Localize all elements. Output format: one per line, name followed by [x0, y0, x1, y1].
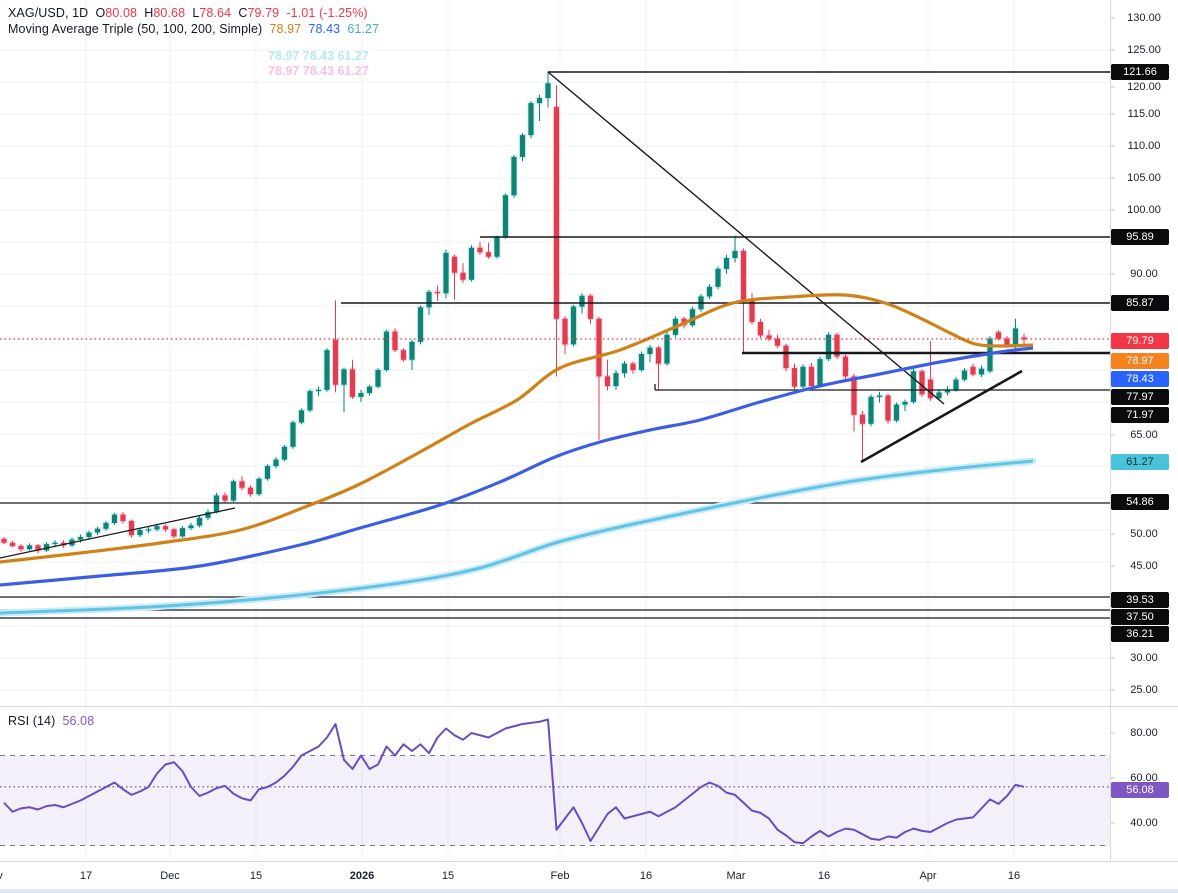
price-axis-label: 30.00: [1130, 652, 1158, 664]
price-axis-border: [1110, 0, 1111, 861]
pane-separator[interactable]: [0, 706, 1178, 707]
ma100-line[interactable]: [0, 346, 1034, 587]
price-axis-label: 130.00: [1127, 12, 1161, 24]
price-badge: 77.97: [1111, 389, 1169, 405]
time-axis-label: 16: [817, 870, 831, 882]
ma-indicator-legend[interactable]: Moving Average Triple (50, 100, 200, Sim…: [8, 22, 379, 36]
ghost-ma-values-artifact2: 78.97 78.43 61.27: [268, 64, 369, 78]
candlestick-series[interactable]: [0, 71, 1028, 554]
price-axis-label: 105.00: [1127, 172, 1161, 184]
ma200-glow: [0, 457, 1037, 617]
open-value: 80.08: [105, 6, 138, 20]
price-axis-label: 40.00: [1130, 817, 1158, 829]
time-axis-label: 2026: [349, 870, 375, 882]
bottom-frame-strip: [0, 889, 1178, 893]
time-axis-label: 17: [79, 870, 93, 882]
symbol-name[interactable]: XAG/USD: [8, 6, 65, 20]
trendline-ascending-right[interactable]: [860, 369, 1023, 464]
price-badge: 54.86: [1111, 494, 1169, 510]
ma50-line[interactable]: [0, 293, 1034, 564]
time-axis-label: 15: [441, 870, 455, 882]
time-axis-border: [0, 861, 1178, 862]
price-axis-label: 45.00: [1130, 560, 1158, 572]
price-badge: 37.50: [1111, 609, 1169, 625]
high-label: H: [144, 6, 154, 20]
time-axis-label: Apr: [919, 870, 937, 882]
ma100-value: 78.43: [308, 22, 341, 36]
price-axis-label: 25.00: [1130, 684, 1158, 696]
price-axis-label: 80.00: [1130, 727, 1158, 739]
price-axis-label: 125.00: [1127, 44, 1161, 56]
close-value: 79.79: [247, 6, 280, 20]
open-label: O: [95, 6, 106, 20]
time-axis-label: 15: [249, 870, 263, 882]
trendline-ascending-left[interactable]: [0, 507, 236, 559]
time-axis-label: 16: [1007, 870, 1021, 882]
price-axis-label: 90.00: [1130, 268, 1158, 280]
ma200-value: 61.27: [347, 22, 380, 36]
price-badge: 79.79: [1111, 333, 1169, 349]
price-axis-label: 100.00: [1127, 204, 1161, 216]
price-badge: 85.87: [1111, 295, 1169, 311]
low-label: L: [192, 6, 200, 20]
time-axis-label: Mar: [726, 870, 746, 882]
ma200-line[interactable]: [0, 459, 1034, 615]
ma50-value: 78.97: [269, 22, 302, 36]
rsi-legend[interactable]: RSI (14) 56.08: [8, 714, 94, 728]
trendline-descending[interactable]: [547, 71, 945, 405]
high-value: 80.68: [153, 6, 186, 20]
price-badge: 95.89: [1111, 229, 1169, 245]
ma-indicator-label[interactable]: Moving Average Triple (50, 100, 200, Sim…: [8, 22, 263, 36]
price-badge: 78.43: [1111, 371, 1169, 387]
time-axis-label: 16: [639, 870, 653, 882]
price-axis-label: 50.00: [1130, 528, 1158, 540]
price-axis-label: 65.00: [1130, 429, 1158, 441]
low-value: 78.64: [199, 6, 232, 20]
price-axis-label: 110.00: [1127, 140, 1161, 152]
price-axis-label: 115.00: [1127, 108, 1161, 120]
time-axis-label: Feb: [550, 870, 570, 882]
price-badge: 61.27: [1111, 454, 1169, 470]
change-value: -1.01 (-1.25%): [286, 6, 368, 20]
price-badge: 121.66: [1111, 64, 1169, 80]
price-badge: 71.97: [1111, 407, 1169, 423]
rsi-value: 56.08: [62, 714, 95, 728]
price-badge: 78.97: [1111, 353, 1169, 369]
rsi-label[interactable]: RSI (14): [8, 714, 56, 728]
ghost-ma-values-artifact: 78.97 78.43 61.27: [268, 49, 369, 63]
price-badge: 56.08: [1111, 782, 1169, 798]
time-axis-label: Dec: [160, 870, 180, 882]
time-axis-label: Nov: [0, 870, 3, 882]
price-badge: 39.53: [1111, 592, 1169, 608]
timeframe-label[interactable]: 1D: [72, 6, 89, 20]
price-axis-label: 120.00: [1127, 81, 1161, 93]
symbol-legend[interactable]: XAG/USD, 1D O80.08 H80.68 L78.64 C79.79 …: [8, 6, 368, 20]
price-axis-label: 60.00: [1130, 772, 1158, 784]
close-label: C: [238, 6, 248, 20]
rsi-line[interactable]: [3, 718, 1025, 845]
price-badge: 36.21: [1111, 626, 1169, 642]
